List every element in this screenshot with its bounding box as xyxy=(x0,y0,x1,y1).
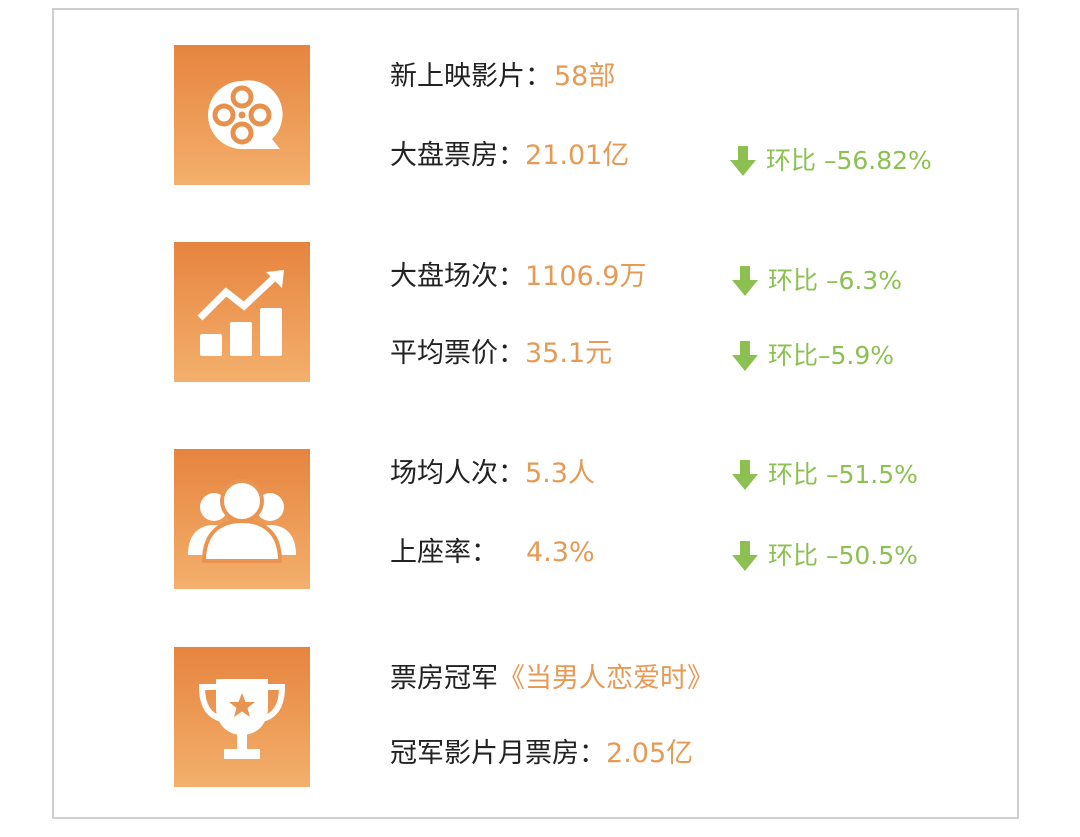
change-screenings: 环比 –6.3% xyxy=(730,264,902,298)
arrow-down-icon xyxy=(732,541,758,571)
change-box-office: 环比 –56.82% xyxy=(728,144,932,178)
label: 上座率： xyxy=(390,537,498,568)
new-films-row: 新上映影片：58部 xyxy=(390,60,615,94)
value: 4.3% xyxy=(526,537,595,568)
film-reel-icon xyxy=(174,45,310,185)
arrow-down-icon xyxy=(730,146,756,176)
champion-row: 票房冠军《当男人恋爱时》 xyxy=(390,662,714,696)
change-avg-price: 环比–5.9% xyxy=(730,339,894,373)
label: 冠军影片月票房： xyxy=(390,738,606,769)
value: 2.05亿 xyxy=(606,738,694,769)
value: 21.01亿 xyxy=(525,140,630,171)
audience-icon xyxy=(174,449,310,589)
change-text: 环比 –51.5% xyxy=(768,460,918,489)
value: 35.1元 xyxy=(525,338,613,369)
label: 平均票价： xyxy=(390,338,525,369)
change-occupancy: 环比 –50.5% xyxy=(730,539,918,573)
arrow-down-icon xyxy=(732,266,758,296)
value: 1106.9万 xyxy=(525,261,647,292)
growth-chart-icon xyxy=(174,242,310,382)
label: 票房冠军 xyxy=(390,663,498,694)
change-text: 环比 –50.5% xyxy=(768,541,918,570)
label: 场均人次： xyxy=(390,458,525,489)
change-text: 环比 –56.82% xyxy=(766,146,932,175)
value: 58部 xyxy=(554,61,616,92)
value: 5.3人 xyxy=(525,458,595,489)
label: 大盘票房： xyxy=(390,140,525,171)
screenings-row: 大盘场次：1106.9万 xyxy=(390,260,646,294)
arrow-down-icon xyxy=(732,460,758,490)
champion-box-office-row: 冠军影片月票房：2.05亿 xyxy=(390,737,693,771)
change-text: 环比 –6.3% xyxy=(768,266,902,295)
label: 新上映影片： xyxy=(390,61,552,92)
occupancy-row: 上座率： 4.3% xyxy=(390,536,595,570)
label: 大盘场次： xyxy=(390,261,525,292)
change-avg-attendance: 环比 –51.5% xyxy=(730,458,918,492)
value: 《当男人恋爱时》 xyxy=(498,663,714,694)
avg-attendance-row: 场均人次：5.3人 xyxy=(390,457,595,491)
trophy-icon xyxy=(174,647,310,787)
arrow-down-icon xyxy=(732,341,758,371)
stats-card xyxy=(52,8,1019,819)
avg-price-row: 平均票价：35.1元 xyxy=(390,337,612,371)
box-office-row: 大盘票房：21.01亿 xyxy=(390,139,629,173)
change-text: 环比–5.9% xyxy=(768,341,895,370)
